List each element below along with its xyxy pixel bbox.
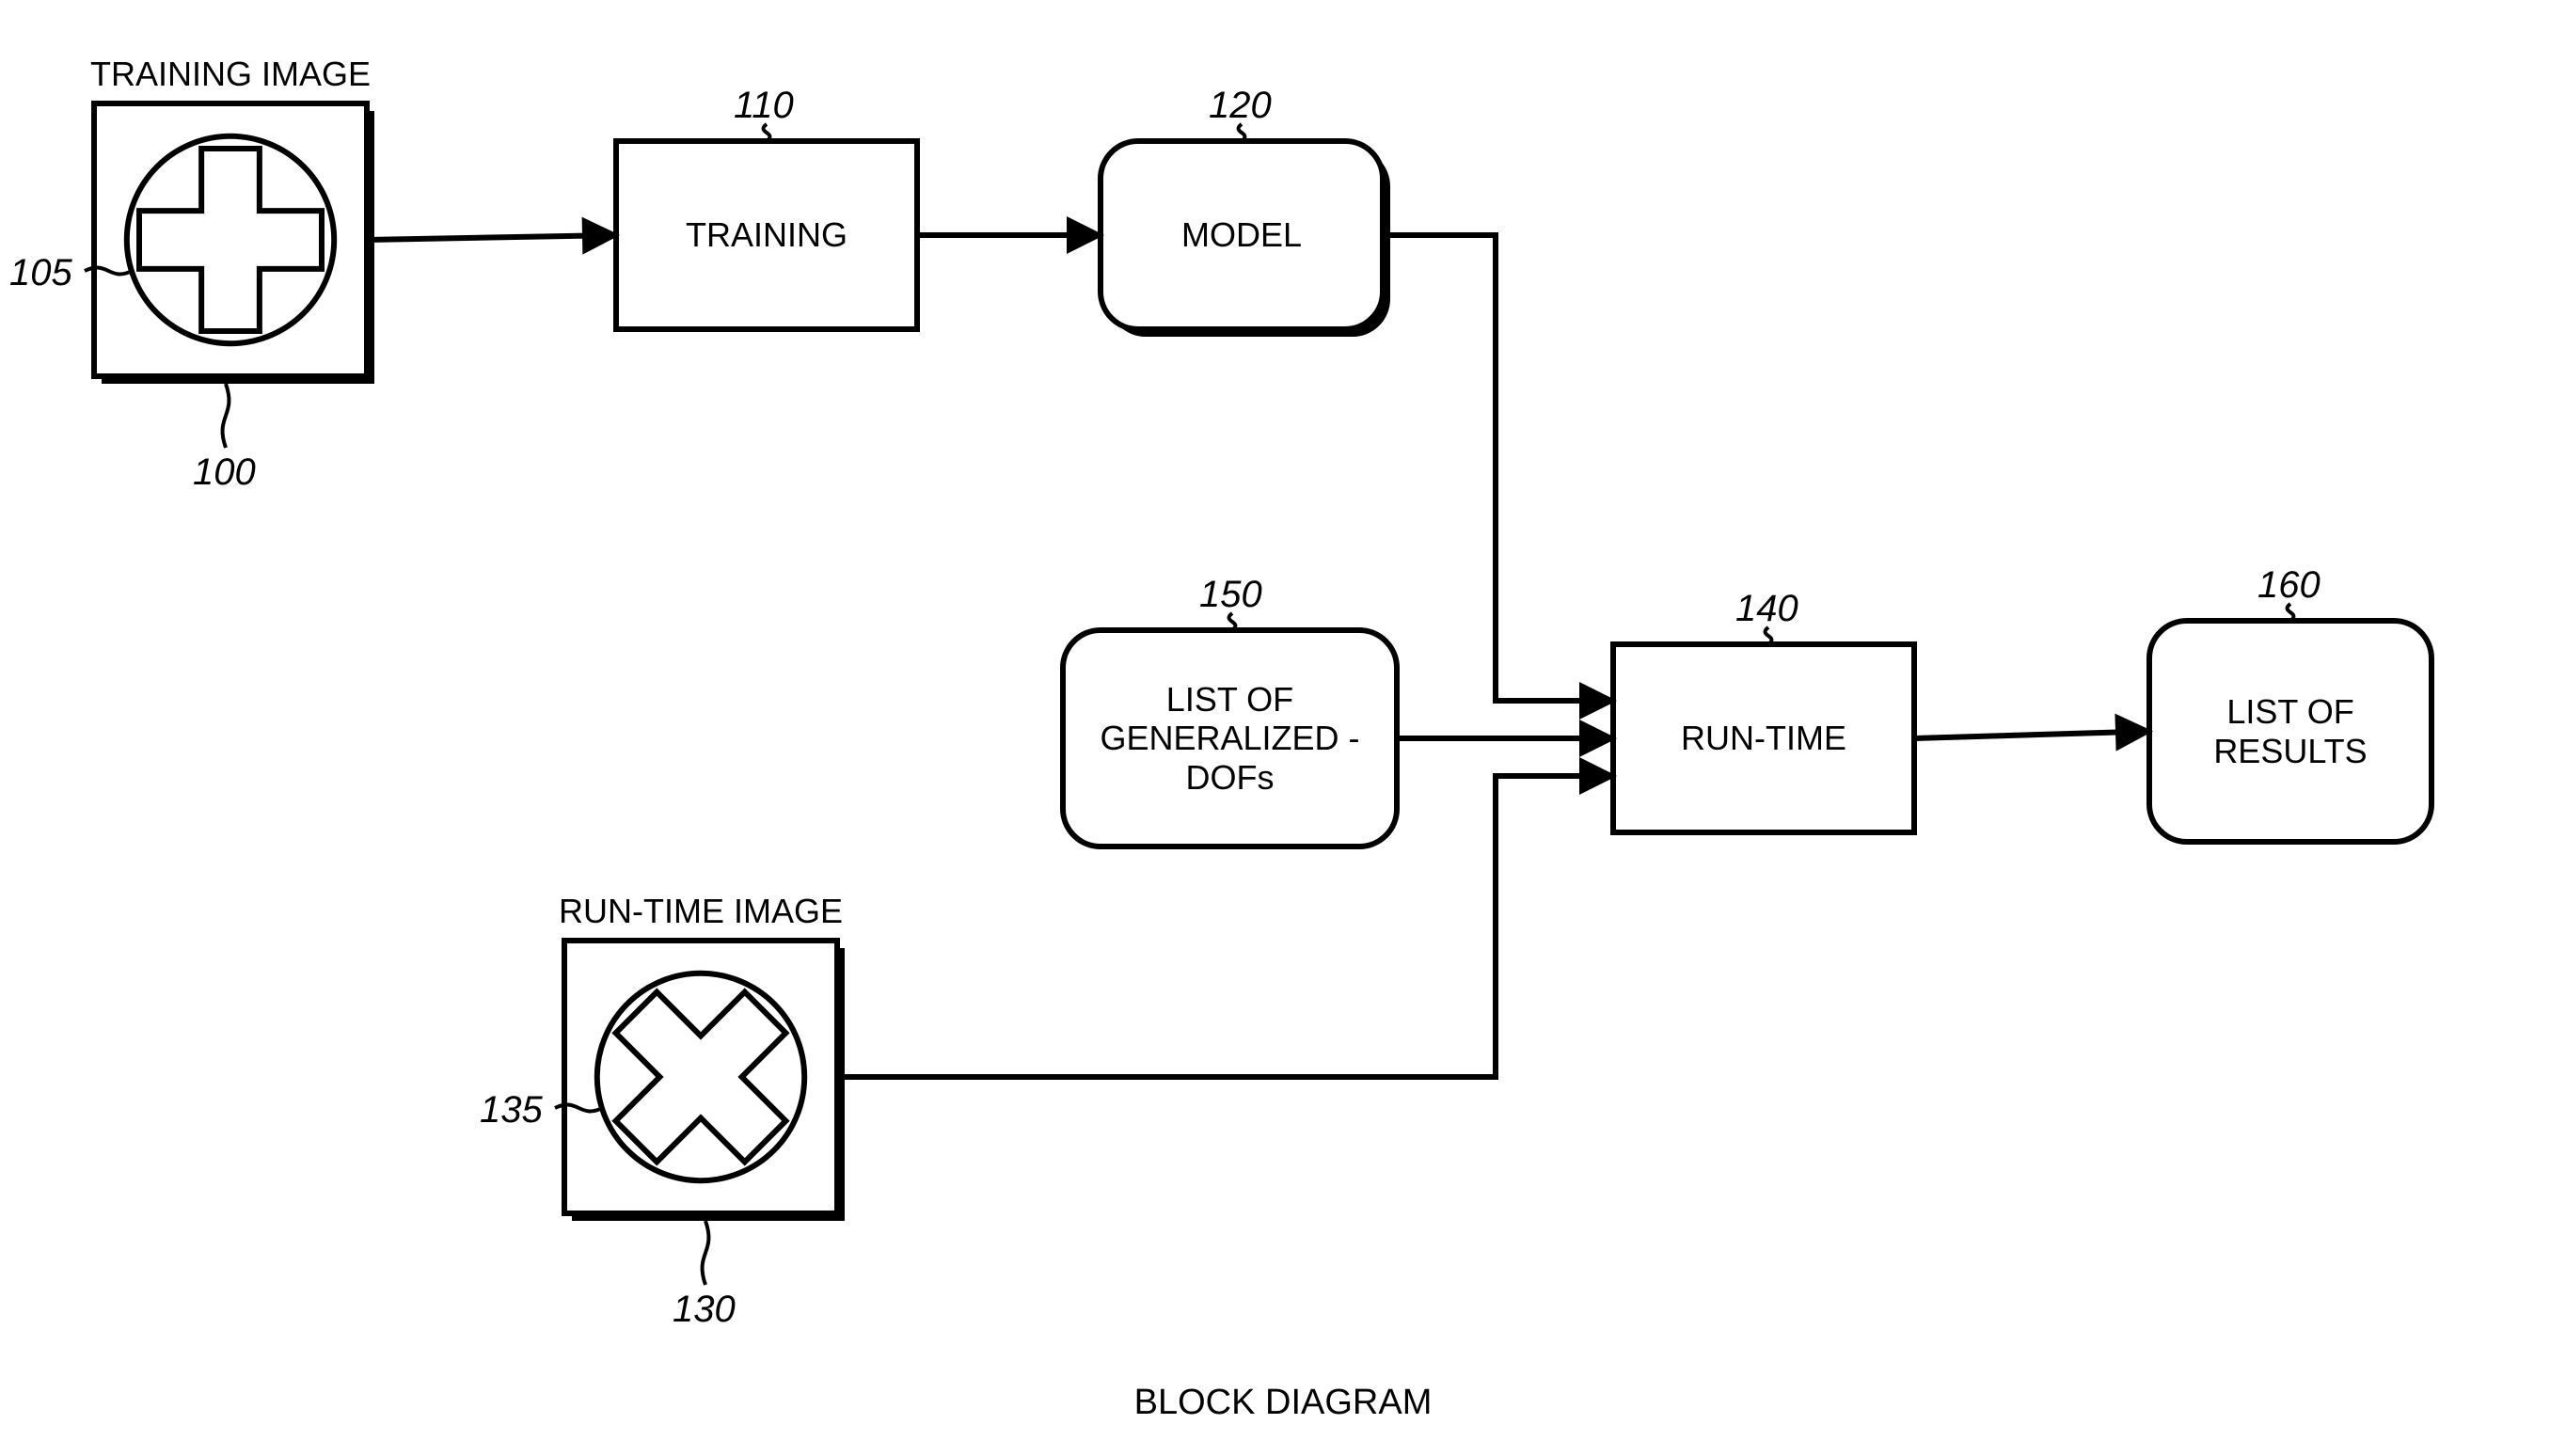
node-label-dofs: LIST OF GENERALIZED - DOFs xyxy=(1063,630,1397,847)
node-label-runtime: RUN-TIME xyxy=(1613,644,1914,832)
node-training_image xyxy=(94,103,374,384)
caption-runtime_image: RUN-TIME IMAGE xyxy=(536,892,865,930)
diagram-canvas: TRAINING IMAGE TRAINING MODEL LIST OF GENER… xyxy=(0,0,2566,1456)
ref-150: 150 xyxy=(1199,574,1262,616)
ref-110: 110 xyxy=(734,85,794,127)
node-label-model: MODEL xyxy=(1101,141,1383,329)
ref-120: 120 xyxy=(1209,85,1272,127)
ref-105: 105 xyxy=(9,252,72,294)
ref-tick-130 xyxy=(703,1221,709,1285)
ref-160: 160 xyxy=(2257,564,2320,607)
ref-tick-100 xyxy=(223,384,230,448)
edge-model-runtime xyxy=(1383,235,1613,701)
diagram-title: BLOCK DIAGRAM xyxy=(0,1383,2566,1424)
edge-training_image-training xyxy=(367,235,616,240)
node-label-training: TRAINING xyxy=(616,141,917,329)
ref-100: 100 xyxy=(193,451,256,494)
ref-130: 130 xyxy=(673,1289,736,1331)
edge-runtime-results xyxy=(1914,732,2149,739)
node-label-results: LIST OF RESULTS xyxy=(2149,621,2431,842)
node-runtime_image xyxy=(564,941,845,1221)
ref-140: 140 xyxy=(1735,588,1798,630)
caption-training_image: TRAINING IMAGE xyxy=(66,55,395,93)
ref-135: 135 xyxy=(480,1089,543,1132)
